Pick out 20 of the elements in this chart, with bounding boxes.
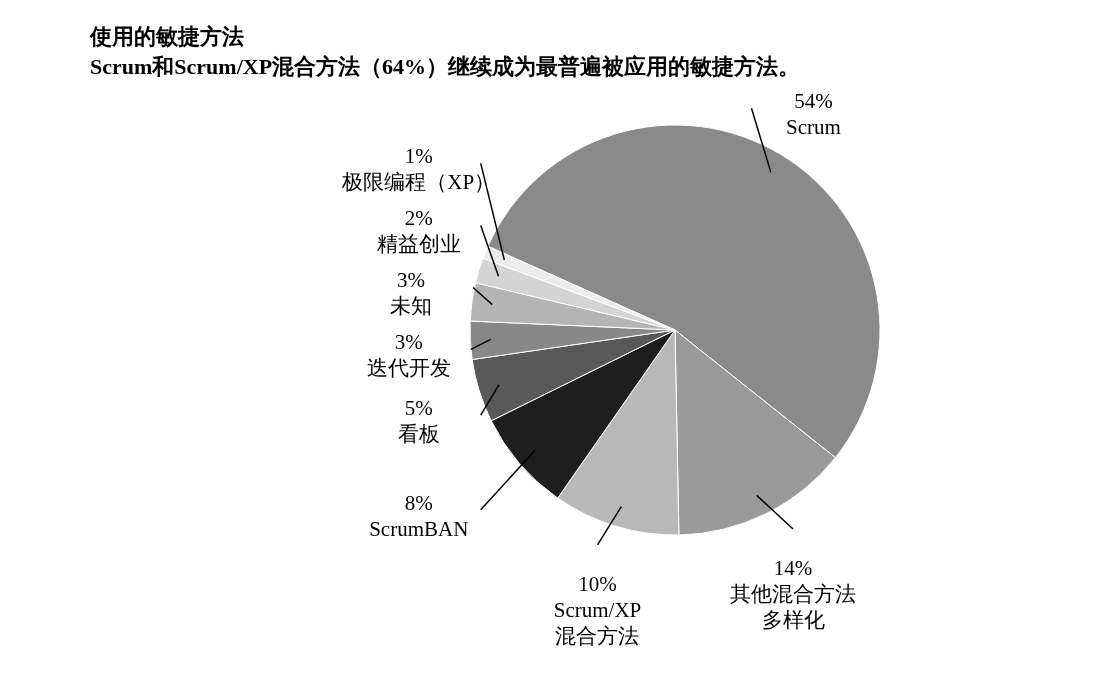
slice-label: 精益创业 xyxy=(376,232,461,257)
data-label: 3% xyxy=(397,268,426,293)
data-label: 10% xyxy=(578,571,617,596)
slice-label: ScrumBAN xyxy=(369,516,469,541)
slice-label: 未知 xyxy=(390,294,433,319)
chart-title: 使用的敏捷方法 xyxy=(89,24,244,50)
data-label: 5% xyxy=(404,396,433,421)
slice-label: 迭代开发 xyxy=(366,356,451,381)
data-label: 54% xyxy=(794,89,833,114)
slice-label: 极限编程（XP） xyxy=(341,170,496,195)
data-label: 2% xyxy=(404,206,433,231)
slice-label: Scrum/XP混合方法 xyxy=(553,597,642,648)
chart-subtitle: Scrum和Scrum/XP混合方法（64%）继续成为最普遍被应用的敏捷方法。 xyxy=(90,54,801,80)
slice-label: 其他混合方法多样化 xyxy=(730,581,857,632)
slice-label: 看板 xyxy=(397,422,440,447)
data-label: 14% xyxy=(773,555,813,580)
slice-label: Scrum xyxy=(786,115,841,140)
data-label: 1% xyxy=(404,144,433,169)
data-label: 8% xyxy=(404,490,433,515)
data-label: 3% xyxy=(394,330,423,355)
